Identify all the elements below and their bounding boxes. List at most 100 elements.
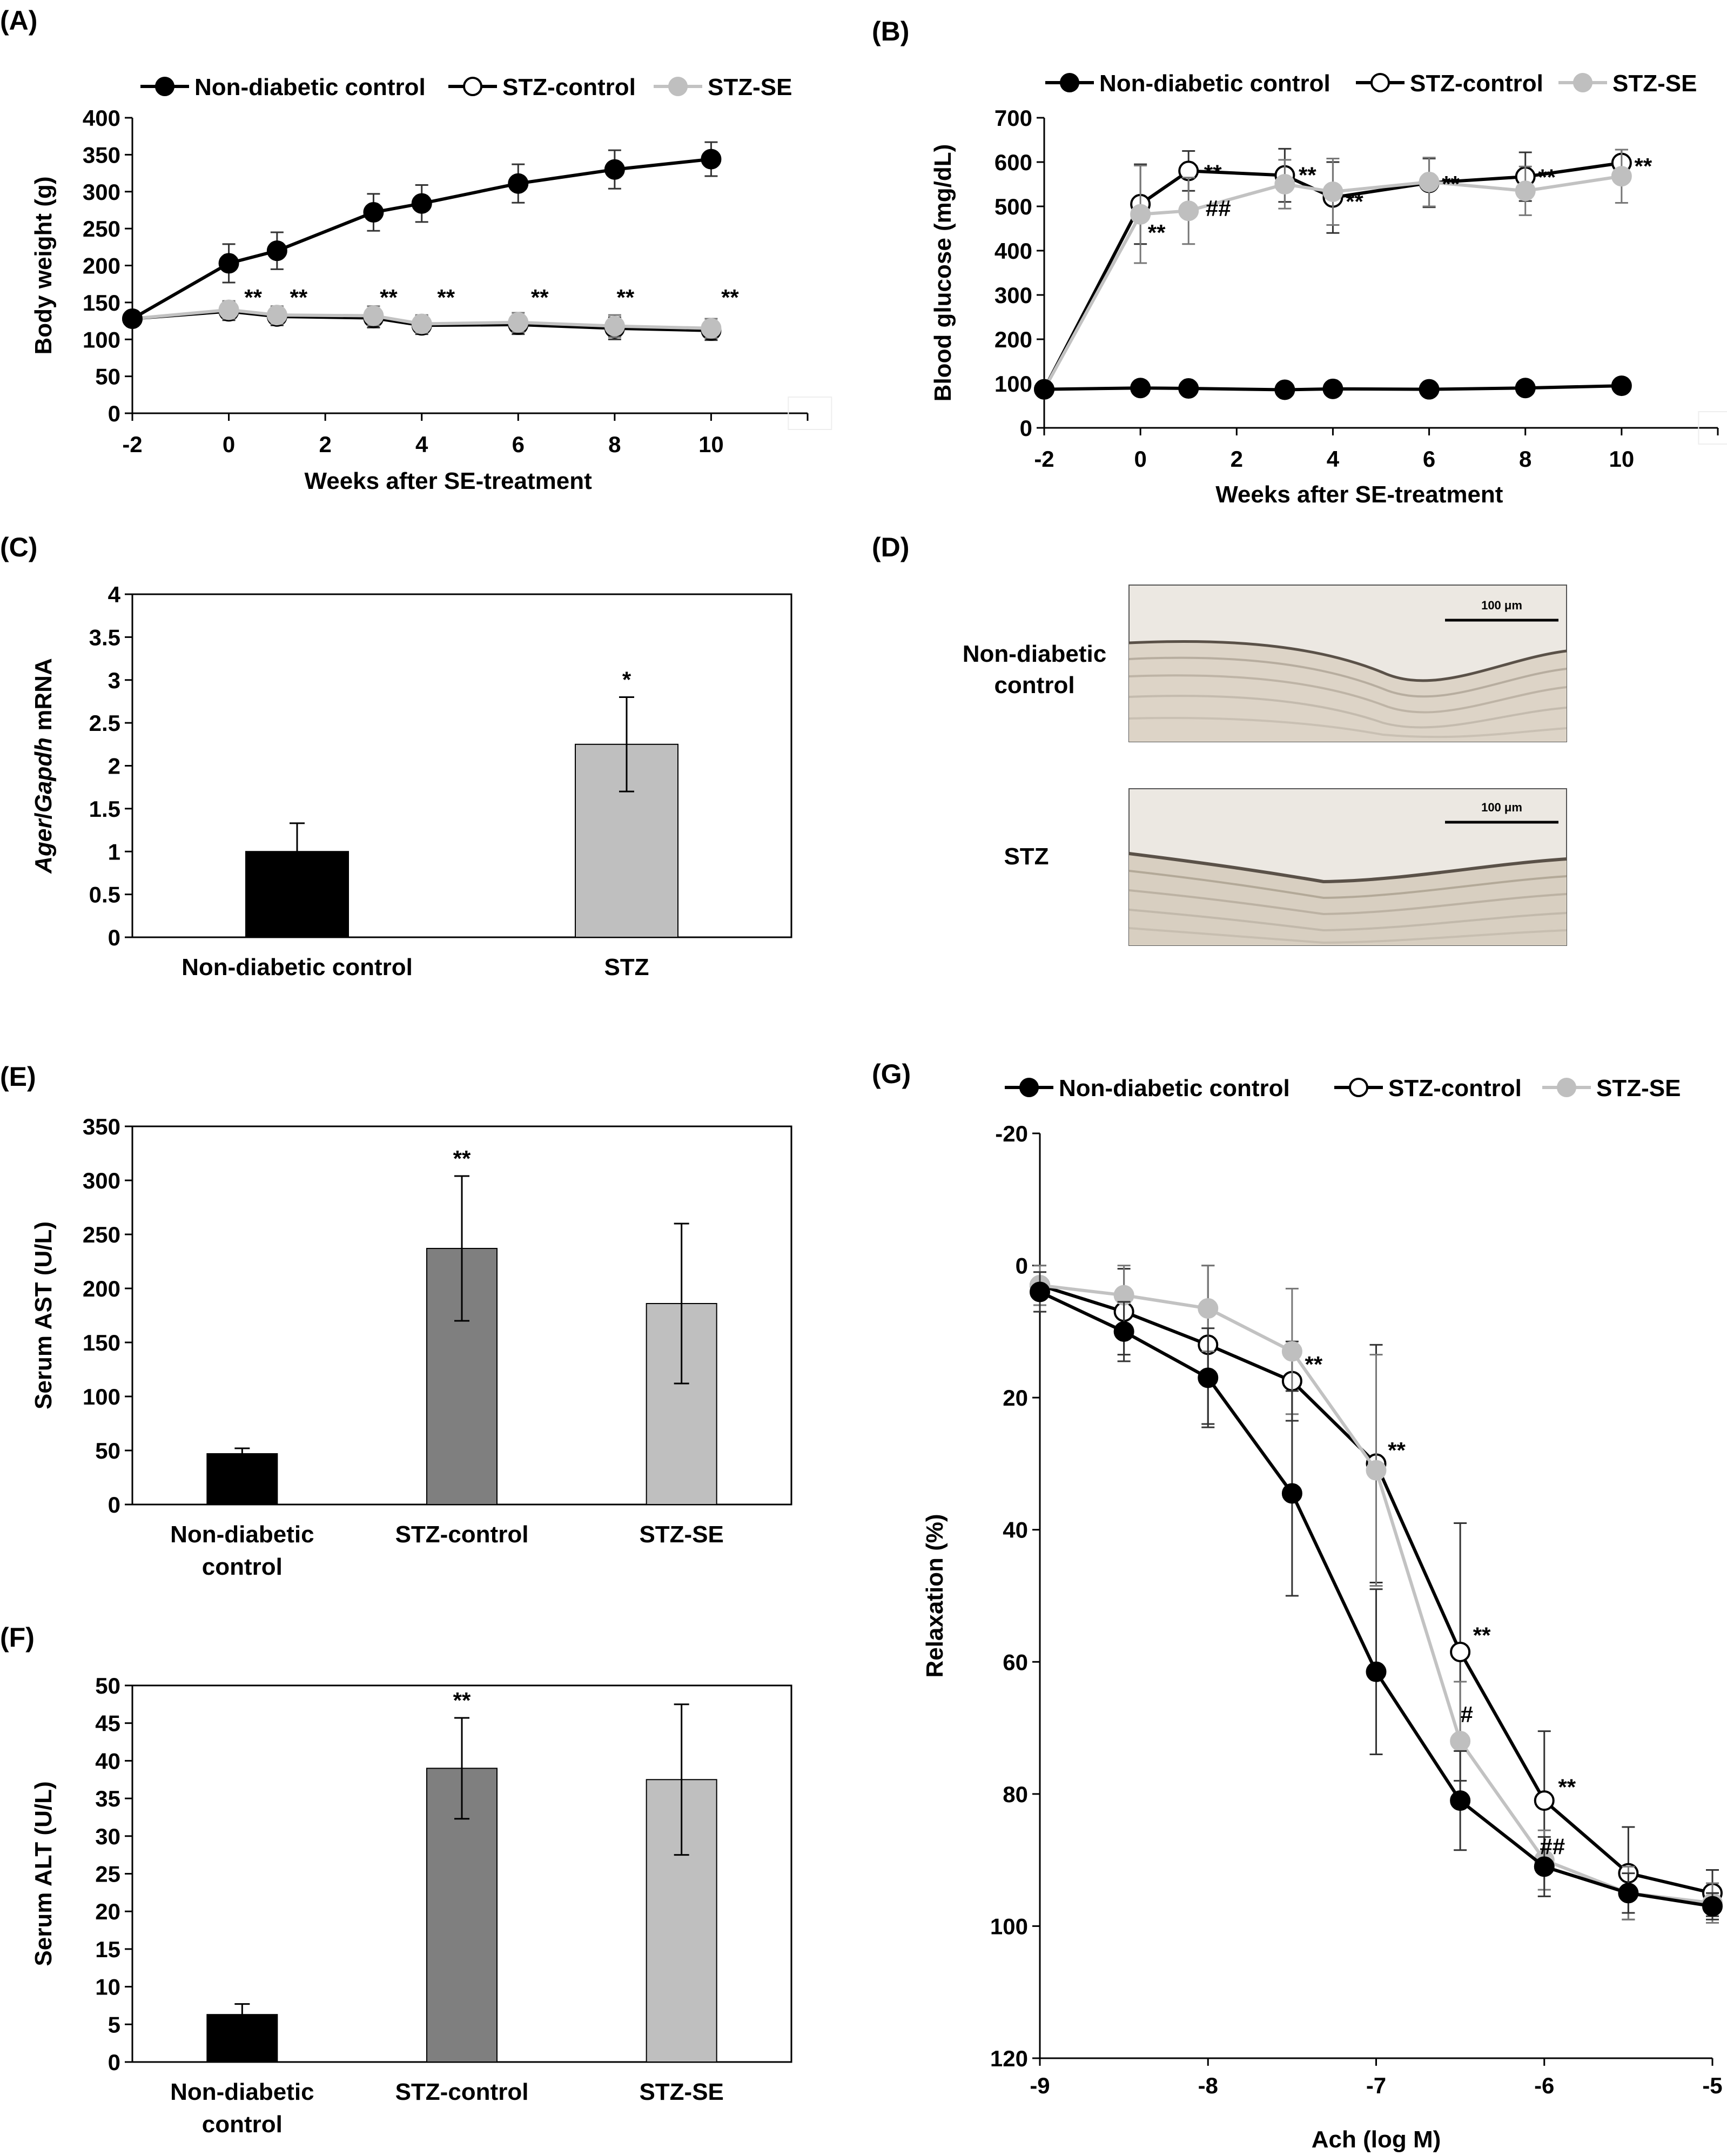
data-point (1130, 204, 1151, 225)
chart-c: (C) 0 0.5 1 1.5 2 2.5 3 3.5 4 Non-diabetic control… (0, 532, 792, 980)
y-tick-label: 0 (108, 401, 120, 426)
panel-label-g: (G) (872, 1059, 911, 1089)
legend-marker (1370, 73, 1390, 92)
data-point (363, 202, 384, 223)
y-tick-label: 300 (83, 1168, 120, 1193)
legend-label: Non-diabetic control (194, 74, 426, 100)
significance-marker: ** (531, 285, 549, 310)
data-point (701, 318, 722, 339)
micrograph-label-stz: STZ (1004, 843, 1049, 870)
y-tick-label: 0 (1016, 1253, 1028, 1279)
x-tick-label: 10 (1609, 446, 1634, 472)
y-tick-label: 20 (1003, 1385, 1028, 1411)
legend-label: STZ-control (1388, 1075, 1522, 1101)
panel-label-e: (E) (0, 1062, 36, 1092)
empty-frame (788, 397, 832, 430)
significance-marker: ** (1388, 1438, 1406, 1463)
significance-marker: ** (721, 285, 739, 310)
y-tick-label: 20 (95, 1899, 120, 1924)
x-tick-label: 4 (1327, 446, 1340, 472)
y-tick-label: 40 (1003, 1517, 1028, 1543)
y-tick-label: 100 (990, 1913, 1028, 1939)
x-axis-title: Weeks after SE-treatment (305, 468, 593, 494)
legend-marker (1573, 73, 1592, 92)
y-tick-label: 0 (108, 925, 120, 950)
data-point (1534, 1790, 1555, 1811)
data-point (1322, 378, 1343, 399)
y-tick-label: 150 (83, 1330, 120, 1355)
y-tick-label: 40 (95, 1748, 120, 1774)
y-axis-title: Body weight (g) (30, 177, 57, 355)
x-tick-label: -7 (1366, 2073, 1386, 2098)
category-label: Non-diabetic control (182, 954, 413, 980)
micrograph-control: 100 μm (1128, 585, 1567, 742)
y-title-gene-1: Ager (30, 818, 57, 874)
x-axis-title: Weeks after SE-treatment (1215, 481, 1503, 508)
y-tick-label: 0 (108, 2050, 120, 2075)
y-tick-label: 50 (95, 1438, 120, 1463)
data-point (1178, 378, 1199, 399)
y-tick-label: 250 (83, 1222, 120, 1247)
data-point (122, 308, 143, 329)
y-tick-label: 200 (994, 327, 1032, 352)
legend-label: STZ-SE (1612, 70, 1697, 97)
y-tick-label: 3.5 (89, 624, 120, 650)
significance-marker: ** (290, 285, 308, 310)
legend-label: STZ-SE (1596, 1075, 1681, 1101)
legend-marker (1557, 1078, 1576, 1097)
data-point (1281, 1341, 1302, 1362)
y-axis-title: Ager/Gapdh mRNA (30, 658, 57, 874)
panel-label-a: (A) (0, 5, 37, 36)
significance-marker: ** (1148, 220, 1166, 245)
x-tick-label: -2 (122, 432, 142, 457)
legend-label: STZ-SE (708, 74, 792, 100)
data-point (1611, 375, 1632, 397)
y-tick-label: 2.5 (89, 710, 120, 736)
legend-marker (463, 77, 482, 96)
y-title-gene-2: Gapdh (30, 737, 57, 812)
significance-marker: ** (380, 285, 398, 310)
data-point (1515, 378, 1536, 399)
data-point (1515, 180, 1536, 202)
data-point (1178, 200, 1199, 221)
x-tick-label: 10 (698, 432, 724, 457)
significance-marker: ## (1540, 1834, 1565, 1859)
x-tick-label: -5 (1702, 2073, 1722, 2098)
data-point (1618, 1883, 1639, 1904)
category-label: control (202, 1554, 283, 1580)
category-label: STZ-control (395, 1521, 529, 1548)
y-tick-label: 50 (95, 364, 120, 389)
data-point (604, 159, 625, 180)
significance-marker: ** (1204, 160, 1222, 185)
significance-marker: ** (1299, 162, 1316, 187)
y-tick-label: 600 (994, 150, 1032, 175)
significance-marker: * (622, 667, 631, 693)
significance-marker: ** (617, 285, 635, 310)
x-tick-label: 8 (608, 432, 621, 457)
y-tick-label: 300 (994, 283, 1032, 308)
significance-marker: ** (453, 1688, 471, 1713)
y-tick-label: 0 (108, 1492, 120, 1517)
y-tick-label: 15 (95, 1937, 120, 1962)
data-point (1366, 1661, 1387, 1682)
y-tick-label: 400 (83, 105, 120, 131)
x-tick-label: 4 (415, 432, 428, 457)
empty-frame (1698, 411, 1727, 445)
y-axis-title: Relaxation (%) (922, 1514, 948, 1677)
y-tick-label: 25 (95, 1862, 120, 1887)
bar (206, 1453, 278, 1505)
data-point (701, 149, 722, 170)
data-point (363, 305, 384, 326)
y-tick-label: 200 (83, 253, 120, 279)
data-point (1281, 1483, 1302, 1504)
x-axis-title: Ach (log M) (1312, 2126, 1441, 2153)
x-tick-label: 8 (1519, 446, 1531, 472)
y-tick-label: 2 (108, 754, 120, 779)
data-point (1450, 1641, 1471, 1662)
micrograph-stz: 100 μm (1128, 788, 1567, 946)
y-title-sep: / (30, 812, 57, 819)
data-point (1113, 1321, 1134, 1342)
y-tick-label: 3 (108, 668, 120, 693)
legend-marker (155, 77, 174, 96)
y-tick-label: 100 (994, 371, 1032, 397)
